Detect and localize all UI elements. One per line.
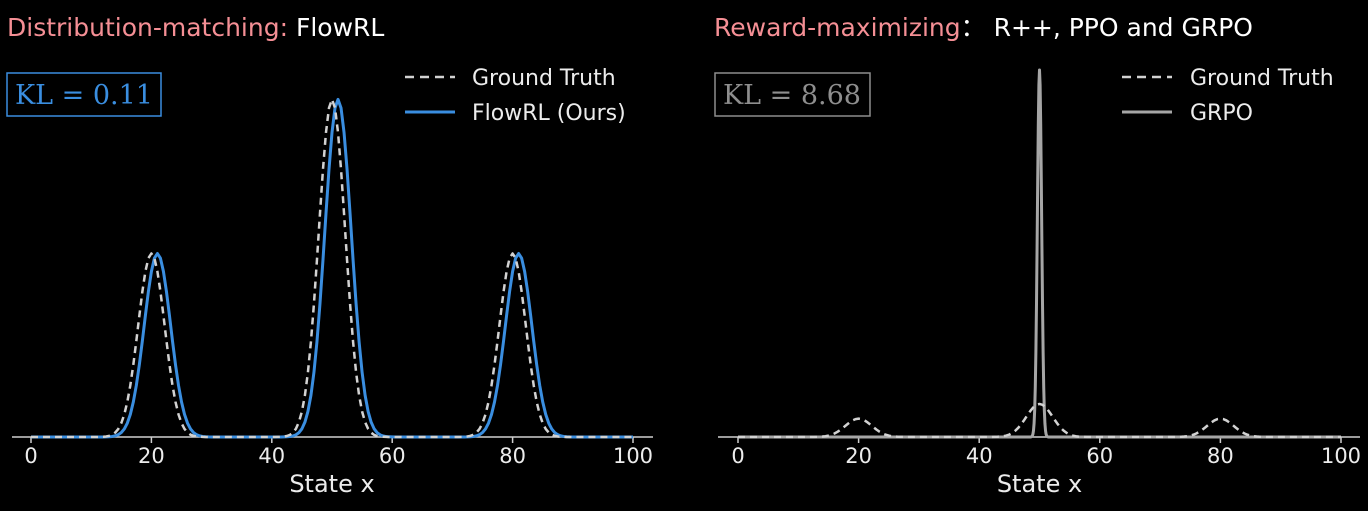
left-kl-box bbox=[6, 72, 162, 117]
left-x-tick-label: 40 bbox=[258, 444, 285, 468]
left-legend: Ground Truth FlowRL (Ours) bbox=[405, 66, 626, 126]
right-x-tick-label: 0 bbox=[731, 444, 744, 468]
left-x-tick-label: 20 bbox=[138, 444, 165, 468]
right-title-prefix: Reward-maximizing bbox=[714, 13, 961, 42]
right-kl-text: KL = 8.68 bbox=[723, 80, 861, 111]
right-x-tick-label: 100 bbox=[1321, 444, 1361, 468]
left-kl-text: KL = 0.11 bbox=[15, 80, 153, 111]
right-series-grpo-line bbox=[737, 68, 1342, 439]
right-x-axis-label: State x bbox=[997, 470, 1082, 498]
left-title-suffix: FlowRL bbox=[288, 13, 384, 42]
left-legend-gt-label: Ground Truth bbox=[472, 66, 616, 91]
left-x-tick-label: 0 bbox=[24, 444, 37, 468]
left-x-tick-label: 100 bbox=[613, 444, 653, 468]
left-title-prefix: Distribution-matching: bbox=[7, 13, 288, 42]
right-legend-gt-label: Ground Truth bbox=[1190, 66, 1334, 91]
left-title: Distribution-matching: FlowRL bbox=[7, 13, 384, 42]
left-legend-flowrl-label: FlowRL (Ours) bbox=[472, 101, 626, 126]
right-series-ground-truth-line bbox=[738, 402, 1341, 439]
left-x-tick-label: 60 bbox=[379, 444, 406, 468]
right-legend-grpo-label: GRPO bbox=[1190, 101, 1253, 126]
right-x-tick-label: 20 bbox=[845, 444, 872, 468]
right-legend: Ground Truth GRPO bbox=[1122, 66, 1334, 126]
left-x-tick-label: 80 bbox=[499, 444, 526, 468]
right-x-tick-label: 60 bbox=[1086, 444, 1113, 468]
left-series-flowrl-ours-line bbox=[31, 97, 633, 439]
right-plot-area: 0 20 40 60 80 100 State x bbox=[718, 68, 1361, 498]
right-title: Reward-maximizing： R++, PPO and GRPO bbox=[714, 13, 1253, 42]
right-title-suffix: ： R++, PPO and GRPO bbox=[961, 13, 1253, 42]
right-x-tick-label: 80 bbox=[1207, 444, 1234, 468]
left-kl-annotation: KL = 0.11 bbox=[6, 72, 162, 117]
right-kl-annotation: KL = 8.68 bbox=[714, 72, 871, 117]
right-kl-box bbox=[714, 72, 871, 117]
left-plot-area: 0 20 40 60 80 100 State x bbox=[12, 97, 653, 498]
right-x-tick-label: 40 bbox=[966, 444, 993, 468]
left-x-axis-label: State x bbox=[289, 470, 374, 498]
